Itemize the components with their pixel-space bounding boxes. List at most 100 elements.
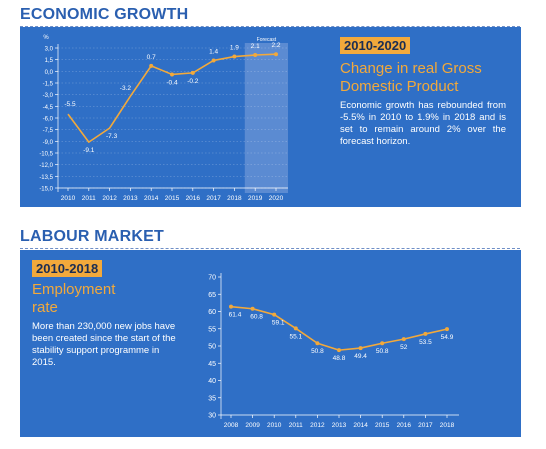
x-tick-label: 2013 [332, 422, 347, 429]
y-tick-label: -3,0 [43, 93, 54, 99]
y-tick-label: -13,5 [39, 175, 53, 181]
y-tick-label: 50 [208, 344, 216, 351]
x-tick-label: 2018 [440, 422, 455, 429]
data-point [211, 58, 216, 63]
economic-growth-panel: Forecast 3,0 1,5 0,0 -1,5 -3,0 -4,5 -6,0 -7,5 -9,… [20, 27, 521, 207]
data-point [250, 306, 255, 311]
y-tick-label: -6,0 [43, 117, 54, 123]
data-label: -7.3 [106, 133, 118, 140]
y-tick-label: 40 [208, 378, 216, 385]
data-label: 50.8 [311, 348, 324, 355]
data-point [401, 337, 406, 342]
data-label: 50.8 [376, 348, 389, 355]
labour-description: More than 230,000 new jobs have been cre… [32, 321, 176, 368]
forecast-label: Forecast [257, 37, 277, 43]
y-tick-label: 60 [208, 309, 216, 316]
x-tick-label: 2010 [267, 422, 282, 429]
labour-market-panel: 70 65 60 55 50 45 40 35 30 2008 2009 2010 2011 2012 20… [20, 250, 521, 437]
x-tick-label: 2009 [245, 422, 260, 429]
x-tick-label: 2012 [310, 422, 325, 429]
data-label: 2.1 [251, 43, 260, 50]
y-tick-label: 55 [208, 326, 216, 333]
y-tick-label: 30 [208, 413, 216, 420]
y-tick-label: 65 [208, 292, 216, 299]
y-tick-label: -9,0 [43, 140, 54, 146]
x-tick-label: 2014 [353, 422, 368, 429]
data-label: 54.9 [441, 334, 454, 341]
data-point [293, 326, 298, 331]
data-point [229, 304, 233, 309]
data-point [253, 53, 258, 57]
data-point [358, 346, 363, 351]
data-point [337, 348, 341, 353]
data-label: 48.8 [333, 355, 346, 362]
x-tick-label: 2014 [144, 195, 159, 202]
x-tick-label: 2015 [375, 422, 390, 429]
data-point [380, 341, 385, 346]
data-point [272, 312, 277, 317]
data-label: 52 [400, 344, 408, 351]
y-tick-label: -15,0 [39, 187, 53, 193]
x-tick-label: 2016 [397, 422, 412, 429]
x-tick-label: 2010 [61, 195, 76, 202]
data-label: 49.4 [354, 353, 367, 360]
x-tick-label: 2013 [123, 195, 138, 202]
data-label: 61.4 [229, 312, 242, 319]
series-line [230, 305, 448, 351]
x-tick-label: 2008 [224, 422, 239, 429]
x-tick-label: 2020 [269, 195, 284, 202]
data-label: 55.1 [289, 333, 302, 340]
data-label: 53.5 [419, 339, 432, 346]
period-badge: 2010-2020 [340, 37, 411, 54]
y-axis-unit: % [43, 35, 49, 41]
data-label: 2.2 [271, 42, 280, 49]
x-tick-label: 2015 [165, 195, 180, 202]
y-tick-label: -10,5 [39, 152, 53, 158]
data-point [232, 54, 237, 59]
data-point [315, 341, 320, 346]
y-tick-label: 35 [208, 395, 216, 402]
employment-chart: 70 65 60 55 50 45 40 35 30 2008 2009 2010 2011 2012 20… [208, 273, 459, 429]
y-tick-label: 3,0 [45, 47, 54, 53]
headline-line-2: rate [32, 299, 58, 316]
y-tick-label: -4,5 [43, 105, 54, 111]
y-tick-label: 0,0 [45, 70, 54, 76]
section-divider [20, 248, 520, 250]
gdp-chart: Forecast 3,0 1,5 0,0 -1,5 -3,0 -4,5 -6,0 -7,5 -9,… [39, 35, 288, 202]
chart-headline: Change in real Gross Domestic Product [340, 60, 482, 96]
headline-line-1: Change in real Gross [340, 60, 482, 77]
y-tick-label: -12,0 [39, 163, 53, 169]
y-tick-label: 1,5 [45, 58, 54, 64]
headline-line-1: Employment [32, 281, 116, 298]
x-tick-label: 2017 [206, 195, 221, 202]
x-tick-label: 2011 [82, 195, 96, 202]
data-point [149, 63, 154, 68]
x-tick-label: 2016 [186, 195, 201, 202]
data-label: -3.2 [120, 85, 132, 92]
data-label: 59.1 [272, 320, 285, 327]
y-tick-label: -1,5 [43, 82, 54, 88]
forecast-region [244, 43, 288, 193]
data-point [445, 327, 449, 332]
labour-market-title: LABOUR MARKET [20, 228, 164, 245]
data-point [190, 70, 195, 75]
data-label: -9.1 [83, 147, 95, 154]
y-tick-label: -7,5 [43, 128, 54, 134]
x-tick-label: 2011 [289, 422, 303, 429]
y-tick-label: 45 [208, 361, 216, 368]
chart-headline: Employment rate [32, 281, 115, 317]
data-point [274, 52, 278, 57]
x-tick-label: 2017 [418, 422, 433, 429]
data-label: 60.8 [250, 314, 263, 321]
growth-description: Economic growth has rebounded from -5.5%… [340, 100, 506, 147]
x-tick-label: 2012 [102, 195, 117, 202]
data-label: 1.4 [209, 48, 218, 55]
headline-line-2: Domestic Product [340, 78, 459, 95]
data-point [170, 72, 174, 77]
economic-growth-title: ECONOMIC GROWTH [20, 6, 189, 23]
data-label: -0.4 [166, 79, 178, 86]
x-tick-label: 2018 [227, 195, 242, 202]
y-tick-label: 70 [208, 275, 216, 282]
data-label: -0.2 [187, 78, 199, 85]
data-label: 1.9 [230, 45, 239, 52]
